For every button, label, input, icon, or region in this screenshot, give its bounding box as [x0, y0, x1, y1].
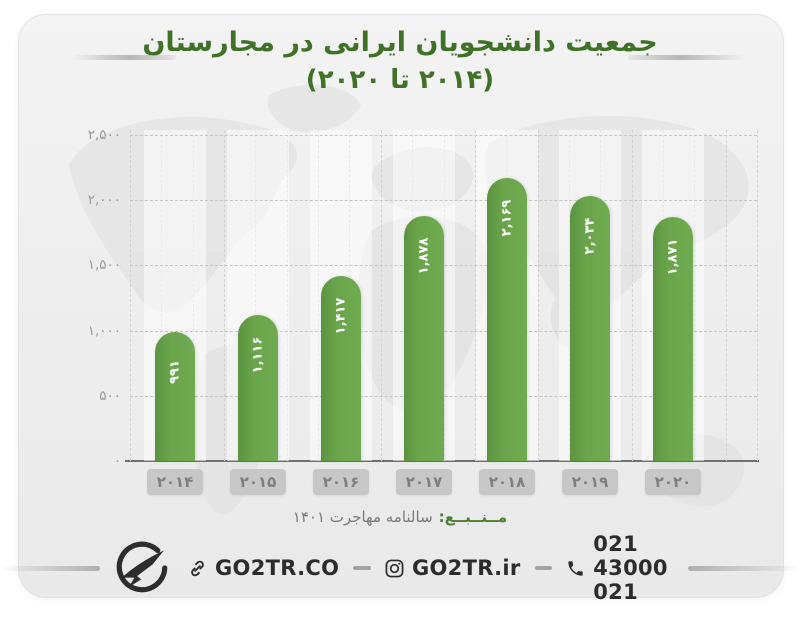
bar-2: ۱,۴۱۷: [321, 276, 361, 461]
x-axis-label: ۲۰۱۹: [562, 469, 618, 495]
grid-vline: [537, 130, 539, 461]
bar-value-label: ۱,۸۷۸: [416, 237, 432, 275]
chart-title-line2: (۲۰۱۴ تا ۲۰۲۰): [305, 64, 495, 95]
footer-separator-1: [353, 566, 371, 570]
x-axis-label: ۲۰۱۸: [479, 469, 535, 495]
footer-website[interactable]: GO2TR.CO: [188, 556, 339, 580]
grid-vline: [725, 130, 727, 461]
bar-value-label: ۲,۱۶۹: [499, 199, 515, 237]
instagram-icon: [385, 559, 404, 578]
footer-decor-line-right: [687, 565, 800, 571]
y-axis-tick-label: ۰: [113, 453, 121, 469]
footer-instagram-text: GO2TR.ir: [411, 556, 521, 580]
x-axis-label: ۲۰۱۷: [396, 469, 452, 495]
bar-5: ۲,۰۳۴: [570, 195, 610, 461]
grid-vline: [474, 130, 476, 461]
footer-phone[interactable]: 021 43000 021: [566, 532, 674, 604]
bar-value-label: ۱,۱۱۶: [250, 337, 266, 374]
y-axis-tick-label: ۱,۵۰۰: [87, 257, 121, 274]
bar-value-label: ۱,۸۷۱: [665, 238, 681, 276]
go2tr-logo-icon: [114, 540, 170, 596]
x-axis-label: ۲۰۱۴: [147, 469, 203, 495]
bar-value-label: ۹۹۱: [167, 359, 183, 384]
y-axis-tick-label: ۵۰۰: [99, 387, 121, 404]
grid-hline: [130, 200, 757, 202]
title-decor-line-right: [628, 55, 746, 60]
footer-phone-text: 021 43000 021: [593, 532, 668, 604]
plot-area: ۲,۵۰۰ ۲,۰۰۰ ۱,۵۰۰ ۱,۰۰۰ ۵۰۰ ۰ ۹۹۱ ۲۰۱۴ ۱,۱۱۶ ۲۰۱۵…: [88, 127, 759, 495]
grid-vline: [380, 130, 382, 461]
chart-title: جمعیت دانشجویان ایرانی در مجارستان (۲۰۱۴…: [0, 26, 800, 96]
source-label: مــنــبــع:: [438, 508, 508, 526]
bar-value-label: ۱,۴۱۷: [333, 297, 349, 335]
grid-vline: [130, 130, 131, 461]
bar-3: ۱,۸۷۸: [404, 216, 444, 461]
bar-1: ۱,۱۱۶: [238, 315, 278, 461]
grid-vline: [224, 130, 226, 461]
y-axis-tick-label: ۲,۰۰۰: [87, 192, 121, 209]
footer-decor-line-left: [0, 565, 100, 571]
grid-vline: [757, 130, 758, 461]
phone-icon: [566, 559, 585, 578]
grid-hline: [130, 135, 757, 136]
x-axis-label: ۲۰۱۵: [230, 469, 286, 495]
bar-value-label: ۲,۰۳۴: [582, 217, 598, 255]
link-icon: [188, 559, 207, 578]
footer-website-text: GO2TR.CO: [215, 556, 340, 580]
footer-instagram[interactable]: GO2TR.ir: [385, 556, 521, 580]
grid-vline: [631, 130, 633, 461]
x-axis-label: ۲۰۲۰: [645, 469, 701, 495]
bar-6: ۱,۸۷۱: [653, 217, 693, 461]
title-decor-line-left: [72, 55, 176, 60]
source-text: سالنامه مهاجرت ۱۴۰۱: [292, 508, 433, 526]
bar-0: ۹۹۱: [155, 331, 195, 461]
source-note: مــنــبــع: سالنامه مهاجرت ۱۴۰۱: [0, 508, 800, 526]
chart-title-line1: جمعیت دانشجویان ایرانی در مجارستان: [142, 27, 658, 58]
x-axis-label: ۲۰۱۶: [313, 469, 369, 495]
bar-4: ۲,۱۶۹: [487, 178, 527, 461]
footer-bar: GO2TR.CO GO2TR.ir 021 43000 021: [0, 532, 800, 604]
y-axis-tick-label: ۲,۵۰۰: [87, 127, 121, 143]
y-axis-tick-label: ۱,۰۰۰: [87, 322, 121, 339]
footer-separator-2: [534, 566, 553, 570]
